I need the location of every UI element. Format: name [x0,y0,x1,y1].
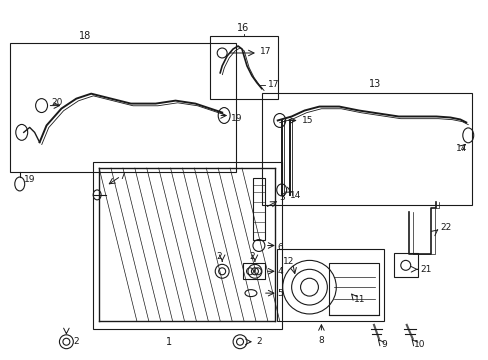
Text: 14: 14 [455,144,467,153]
Text: 8: 8 [318,336,324,345]
Bar [393,253,417,277]
Text: 11: 11 [353,294,365,303]
Text: 15: 15 [301,116,312,125]
Bar [262,93,471,205]
Text: 20: 20 [51,98,63,107]
Text: 9: 9 [380,340,386,349]
Text: 2: 2 [255,337,261,346]
Text: 19: 19 [231,114,242,123]
Text: 2: 2 [216,252,222,261]
Text: 5: 5 [277,289,283,298]
Text: 2: 2 [248,252,254,261]
Text: 17: 17 [267,80,279,89]
Bar [10,43,236,172]
Bar [93,162,281,329]
Text: 2: 2 [73,337,79,346]
Bar [210,36,277,99]
Text: 12: 12 [282,257,293,266]
Text: 1: 1 [165,337,171,347]
Text: 6: 6 [277,243,283,252]
Text: 7: 7 [119,171,124,180]
Text: 13: 13 [368,79,381,89]
Bar [328,264,378,315]
Text: 19: 19 [24,175,35,184]
Text: 22: 22 [440,223,451,232]
Text: 10: 10 [413,340,424,349]
Text: 21: 21 [420,265,431,274]
Text: 4: 4 [277,267,283,276]
Bar [252,178,264,239]
Text: 17: 17 [259,46,271,55]
Text: 16: 16 [237,23,249,33]
Bar [276,249,383,321]
Text: 18: 18 [79,31,91,41]
Text: 14: 14 [289,192,301,201]
Bar [243,264,264,279]
Text: 3: 3 [279,193,285,202]
